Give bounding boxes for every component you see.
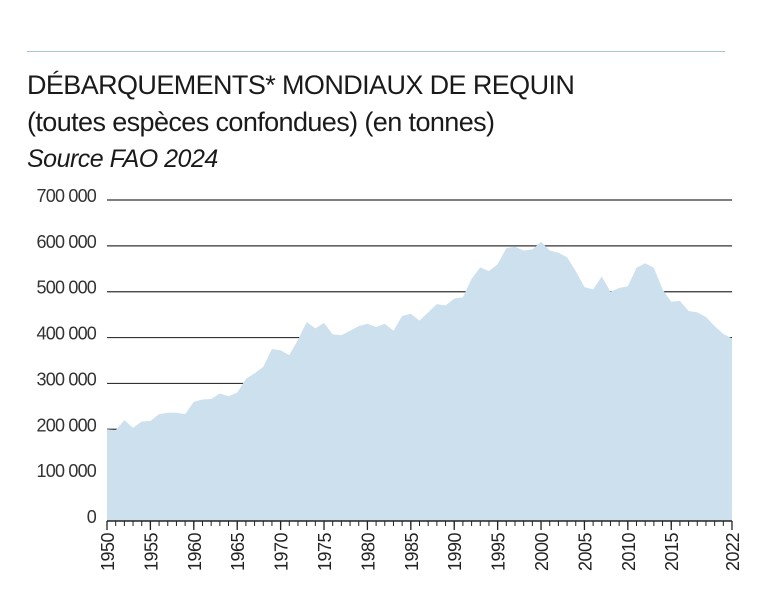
x-tick-label: 1985	[402, 533, 422, 572]
y-tick-label: 500 000	[37, 278, 97, 298]
y-tick-label: 200 000	[37, 415, 97, 435]
x-tick-label: 2010	[619, 533, 639, 572]
y-axis-labels: 0 100 000 200 000 300 000 400 000 500 000 600 …	[37, 186, 98, 527]
x-tick-label: 2000	[532, 533, 552, 572]
x-tick-label: 2005	[575, 533, 595, 572]
x-tick-label: 1965	[228, 533, 248, 572]
landings-area-series	[107, 241, 732, 522]
x-axis: 1950 1955 1960 1965 1970 1975 1980 1985 1990 1995…	[98, 520, 743, 572]
chart-title: DÉBARQUEMENTS* MONDIAUX DE REQUIN	[27, 70, 575, 100]
x-tick-label: 1980	[358, 533, 378, 572]
y-tick-label: 0	[87, 507, 97, 527]
x-tick-label: 1995	[489, 533, 509, 572]
y-tick-label: 600 000	[37, 232, 97, 252]
chart-source: Source FAO 2024	[27, 145, 218, 173]
x-tick-label: 2022	[723, 533, 743, 572]
top-divider	[27, 51, 725, 52]
y-tick-label: 100 000	[37, 461, 97, 481]
x-tick-label: 1990	[445, 533, 465, 572]
y-tick-label: 700 000	[37, 186, 97, 206]
x-tick-label: 1960	[185, 533, 205, 572]
chart-subtitle: (toutes espèces confondues) (en tonnes)	[27, 107, 495, 137]
x-tick-label: 2015	[662, 533, 682, 572]
y-tick-label: 300 000	[37, 369, 97, 389]
x-tick-label: 1950	[98, 533, 118, 572]
y-tick-label: 400 000	[37, 324, 97, 344]
area-layer	[107, 241, 732, 522]
x-tick-label: 1975	[315, 533, 335, 572]
x-tick-label: 1955	[141, 533, 161, 572]
x-tick-label: 1970	[272, 533, 292, 572]
